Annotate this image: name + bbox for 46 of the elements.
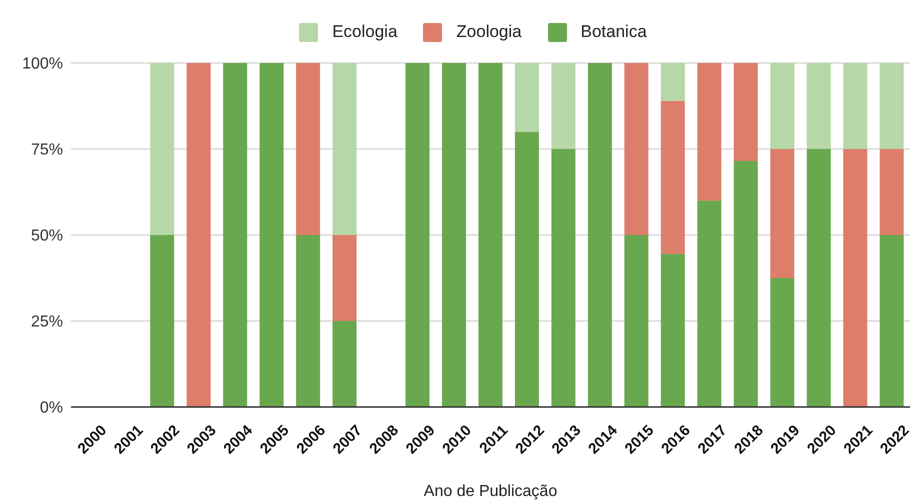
bar <box>880 63 904 149</box>
bar <box>660 63 685 101</box>
bar <box>332 321 357 407</box>
bar <box>514 132 539 407</box>
bar <box>150 235 174 407</box>
bar <box>442 63 466 407</box>
y-tick-label: 25% <box>30 314 63 331</box>
bar <box>551 63 576 149</box>
y-tick-label: 0% <box>40 400 63 417</box>
bar <box>770 149 794 278</box>
bar <box>734 63 758 162</box>
y-tick-label: 50% <box>30 228 63 245</box>
bar <box>332 63 357 235</box>
bar <box>588 63 612 407</box>
bar <box>734 161 758 407</box>
bar <box>150 63 174 235</box>
x-axis-title: Ano de Publicação <box>424 483 558 500</box>
bar <box>260 63 284 407</box>
bar <box>624 63 648 235</box>
bar <box>406 63 430 407</box>
bar <box>514 63 539 132</box>
legend-label: Ecologia <box>332 22 398 42</box>
y-tick-label: 100% <box>22 56 63 73</box>
y-tick-label: 75% <box>30 142 63 159</box>
bar <box>296 235 320 407</box>
legend-label: Botanica <box>580 22 647 42</box>
bar <box>697 200 722 407</box>
bar <box>770 63 794 149</box>
bar <box>770 278 794 407</box>
legend-label: Zoologia <box>456 22 522 42</box>
bar <box>296 63 320 235</box>
bar <box>880 235 904 407</box>
bar <box>660 254 685 407</box>
bar <box>660 100 685 254</box>
bar <box>697 63 722 201</box>
bar <box>332 235 357 321</box>
bar <box>806 63 831 149</box>
bar <box>880 149 904 235</box>
bar <box>624 235 648 407</box>
bar <box>551 149 576 407</box>
bar <box>478 63 502 407</box>
bar <box>806 149 831 407</box>
bar <box>843 63 868 149</box>
bar <box>843 149 868 407</box>
bar <box>186 63 211 407</box>
bar <box>223 63 248 407</box>
